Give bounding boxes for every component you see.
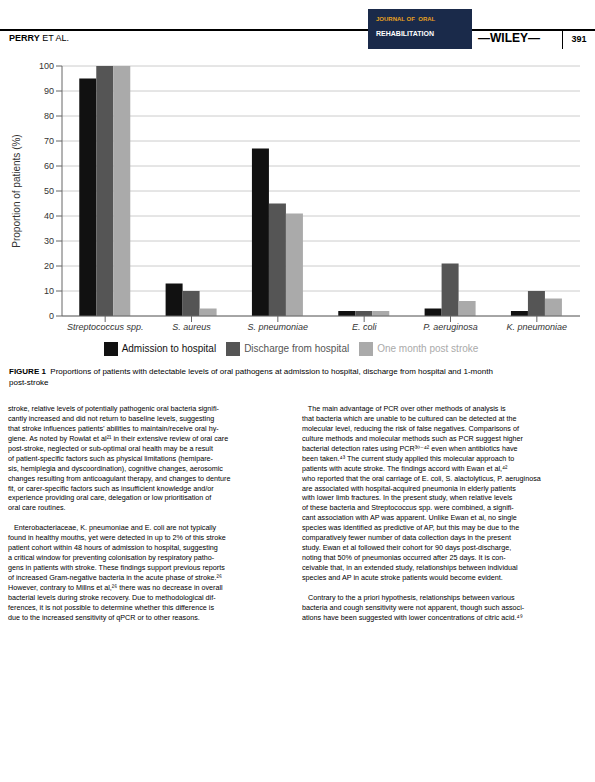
svg-text:10: 10 (44, 286, 54, 296)
html-text:JOURNAL OF ORAL: JOURNAL OF ORAL (376, 16, 436, 22)
html-text:PERRY ET AL.: PERRY ET AL. (9, 33, 69, 43)
svg-text:80: 80 (44, 111, 54, 121)
svg-text:S. pneumoniae: S. pneumoniae (248, 322, 309, 332)
html-text:REHABILITATION: REHABILITATION (376, 30, 435, 37)
html-text:One month post stroke: One month post stroke (377, 342, 479, 354)
svg-text:40: 40 (44, 211, 54, 221)
html-text:Admission to hospital: Admission to hospital (121, 342, 217, 354)
svg-text:Proportion of patients (%): Proportion of patients (%) (11, 134, 22, 247)
html-text:The main advantage of PCR over: The main advantage of PCR over other met… (302, 404, 541, 622)
svg-text:20: 20 (44, 261, 54, 271)
svg-text:E. coli: E. coli (352, 322, 378, 332)
svg-text:30: 30 (44, 236, 54, 246)
html-text:Discharge from hospital: Discharge from hospital (244, 342, 350, 354)
svg-text:50: 50 (44, 186, 54, 196)
svg-text:70: 70 (44, 136, 54, 146)
html-text:stroke, relative levels of pot: stroke, relative levels of potentially p… (8, 404, 231, 622)
svg-text:0: 0 (49, 311, 54, 321)
svg-text:60: 60 (44, 161, 54, 171)
html-text:FIGURE 1 Proportions of patien: FIGURE 1 Proportions of patients with de… (9, 367, 493, 387)
svg-text:Streptococcus spp.: Streptococcus spp. (67, 322, 144, 332)
svg-text:P. aeruginosa: P. aeruginosa (423, 322, 477, 332)
svg-text:S. aureus: S. aureus (172, 322, 211, 332)
svg-text:100: 100 (39, 61, 54, 71)
svg-text:K. pneumoniae: K. pneumoniae (507, 322, 568, 332)
html-text:—WILEY—: —WILEY— (478, 31, 540, 45)
html-text:391: 391 (571, 34, 587, 44)
svg-text:90: 90 (44, 86, 54, 96)
